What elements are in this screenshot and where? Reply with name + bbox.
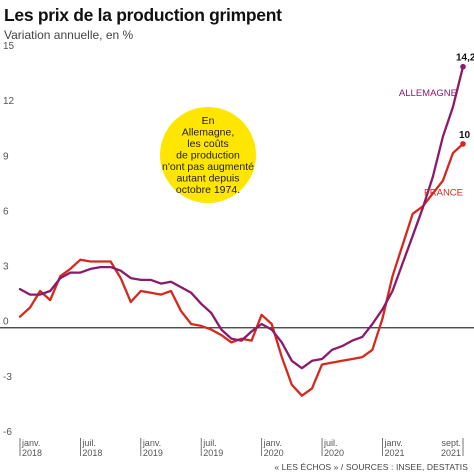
x-tick-year: 2018 xyxy=(22,448,42,458)
annotation-line: les coûts xyxy=(187,138,228,150)
x-tick-year: 2018 xyxy=(82,448,102,458)
annotation-line: autant depuis xyxy=(176,173,239,185)
x-tick-month: sept. xyxy=(441,438,461,448)
end-value-france: 10 xyxy=(459,130,471,141)
series-labels: ALLEMAGNE FRANCE 14,2 10 xyxy=(399,53,474,199)
end-point-allemagne xyxy=(460,63,466,70)
x-tick-year: 2021 xyxy=(441,448,461,458)
annotation-line: octobre 1974. xyxy=(176,184,240,196)
chart-subtitle: Variation annuelle, en % xyxy=(4,28,134,42)
end-value-allemagne: 14,2 xyxy=(456,53,474,64)
y-tick-label: 3 xyxy=(3,262,9,273)
annotation-line: de production xyxy=(176,150,240,162)
end-point-france xyxy=(460,141,466,147)
x-tick-month: janv. xyxy=(263,438,282,448)
y-tick-label: 12 xyxy=(3,96,15,107)
x-tick-month: janv. xyxy=(383,438,402,448)
x-tick-year: 2019 xyxy=(203,448,223,458)
x-tick-month: juil. xyxy=(202,438,217,448)
x-tick-year: 2020 xyxy=(264,448,284,458)
x-tick-year: 2020 xyxy=(324,448,344,458)
y-tick-label: -6 xyxy=(3,427,12,438)
series-label-france: FRANCE xyxy=(424,187,463,198)
series-line-allemagne xyxy=(18,65,465,370)
x-tick-year: 2021 xyxy=(384,448,404,458)
y-tick-label: 0 xyxy=(3,317,9,328)
y-tick-label: 6 xyxy=(3,206,9,217)
x-tick-month: juil. xyxy=(81,438,96,448)
chart-title: Les prix de la production grimpent xyxy=(4,5,282,25)
annotation-line: n'ont pas augmenté xyxy=(162,161,254,173)
y-tick-label: 9 xyxy=(3,151,9,162)
x-tick-month: janv. xyxy=(21,438,40,448)
source-footer: « LES ÉCHOS » / SOURCES : INSEE, DESTATI… xyxy=(274,462,468,472)
y-tick-label: 15 xyxy=(3,41,15,52)
x-tick-year: 2019 xyxy=(143,448,163,458)
series-lines xyxy=(18,63,466,397)
annotation-line: En xyxy=(202,115,215,127)
x-tick-labels: janv.2018juil.2018janv.2019juil.2019janv… xyxy=(19,438,464,458)
x-tick-month: juil. xyxy=(323,438,338,448)
series-label-allemagne: ALLEMAGNE xyxy=(399,88,457,99)
annotation-circle xyxy=(160,107,256,203)
y-tick-label: -3 xyxy=(3,372,12,383)
annotation-line: Allemagne, xyxy=(182,127,235,139)
y-tick-labels: -6 -3 0 3 6 9 12 15 xyxy=(3,41,15,438)
series-line-france xyxy=(18,142,465,397)
x-tick-month: janv. xyxy=(142,438,161,448)
